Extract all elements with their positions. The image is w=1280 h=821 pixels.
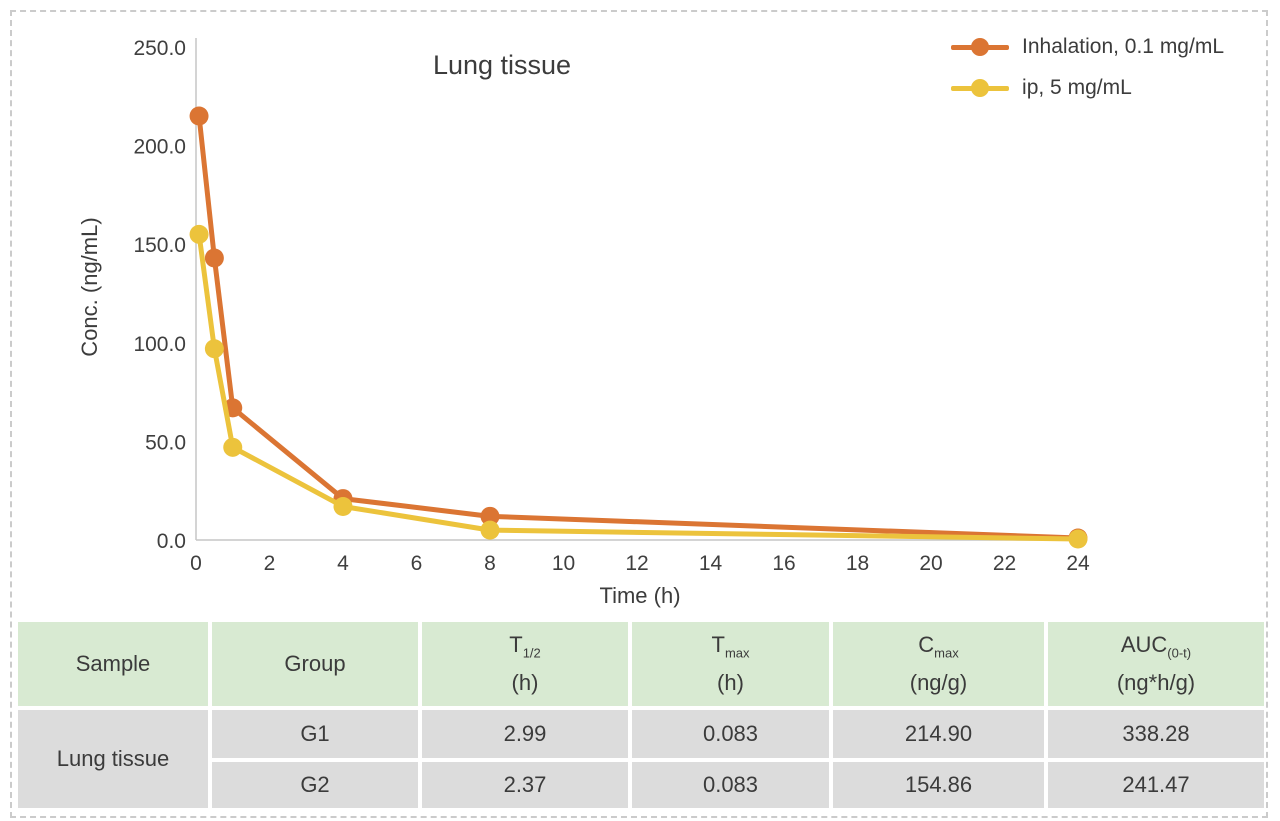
legend-item-ip: ip, 5 mg/mL xyxy=(951,74,1224,102)
x-tick-label: 2 xyxy=(264,552,276,575)
legend-marker-ip-icon xyxy=(951,78,1010,98)
x-tick-label: 20 xyxy=(919,552,942,575)
data-point-1-0 xyxy=(189,224,209,244)
col-header-auc: AUC(0-t) (ng*h/g) xyxy=(1048,622,1264,706)
y-tick-label: 200.0 xyxy=(133,136,186,159)
y-axis-title: Conc. (ng/mL) xyxy=(77,217,102,357)
data-point-1-4 xyxy=(480,520,500,540)
table-row-g1: Lung tissue G1 2.99 0.083 214.90 338.28 xyxy=(18,710,1264,808)
cell-g2-tmax: 0.083 xyxy=(632,762,829,808)
cell-g1-tmax: 0.083 xyxy=(632,710,829,758)
cell-sample: Lung tissue xyxy=(18,710,208,808)
data-point-0-1 xyxy=(204,248,224,268)
series-line-0 xyxy=(196,113,1081,541)
cell-g2-group: G2 xyxy=(212,762,418,808)
x-tick-label: 16 xyxy=(772,552,795,575)
table-row-g2: G2 2.37 0.083 154.86 241.47 xyxy=(18,762,1264,808)
data-point-1-3 xyxy=(333,496,353,516)
series-line-1 xyxy=(196,231,1081,542)
x-tick-label: 14 xyxy=(699,552,723,575)
chart-region: 0.0 50.0 100.0 150.0 200.0 250.0 0 2 4 6 8 10 12 14 16… xyxy=(77,33,1224,608)
data-point-1-5 xyxy=(1068,529,1088,549)
y-tick-label: 0.0 xyxy=(157,530,186,553)
legend-label-inhalation: Inhalation, 0.1 mg/mL xyxy=(1022,35,1224,58)
x-tick-label: 12 xyxy=(625,552,648,575)
x-tick-label: 6 xyxy=(411,552,423,575)
legend-item-inhalation: Inhalation, 0.1 mg/mL xyxy=(951,33,1224,61)
data-point-0-0 xyxy=(189,106,209,126)
data-point-0-4 xyxy=(480,506,500,526)
x-tick-label: 24 xyxy=(1066,552,1090,575)
legend-label-ip: ip, 5 mg/mL xyxy=(1022,76,1132,99)
x-tick-label: 10 xyxy=(552,552,575,575)
cell-g1-t12: 2.99 xyxy=(422,710,628,758)
col-header-tmax: Tmax (h) xyxy=(632,622,829,706)
cell-g1-group: G1 xyxy=(212,710,418,758)
x-tick-label: 0 xyxy=(190,552,202,575)
y-tick-label: 150.0 xyxy=(133,234,186,257)
cell-g2-cmax: 154.86 xyxy=(833,762,1044,808)
legend-marker-inhalation-icon xyxy=(951,37,1010,57)
cell-g2-t12: 2.37 xyxy=(422,762,628,808)
x-tick-label: 4 xyxy=(337,552,349,575)
data-point-1-2 xyxy=(223,437,243,457)
pk-summary-table: Sample Group T1/2 (h) Tmax (h) Cmax (ng/… xyxy=(14,618,1268,812)
cell-g2-auc: 241.47 xyxy=(1048,762,1264,808)
chart-legend: Inhalation, 0.1 mg/mL ip, 5 mg/mL xyxy=(951,33,1224,115)
col-header-t12: T1/2 (h) xyxy=(422,622,628,706)
col-header-sample: Sample xyxy=(18,622,208,706)
table-header-row: Sample Group T1/2 (h) Tmax (h) Cmax (ng/… xyxy=(18,622,1264,706)
x-axis-title: Time (h) xyxy=(599,583,681,608)
col-header-cmax: Cmax (ng/g) xyxy=(833,622,1044,706)
cell-g1-cmax: 214.90 xyxy=(833,710,1044,758)
x-tick-label: 18 xyxy=(846,552,869,575)
cell-g1-auc: 338.28 xyxy=(1048,710,1264,758)
x-tick-label: 22 xyxy=(993,552,1016,575)
chart-title: Lung tissue xyxy=(432,50,572,80)
y-tick-label: 50.0 xyxy=(145,431,186,454)
col-header-group: Group xyxy=(212,622,418,706)
y-tick-label: 100.0 xyxy=(133,333,186,356)
x-tick-label: 8 xyxy=(484,552,496,575)
data-point-1-1 xyxy=(204,339,224,359)
y-tick-label: 250.0 xyxy=(133,37,186,60)
